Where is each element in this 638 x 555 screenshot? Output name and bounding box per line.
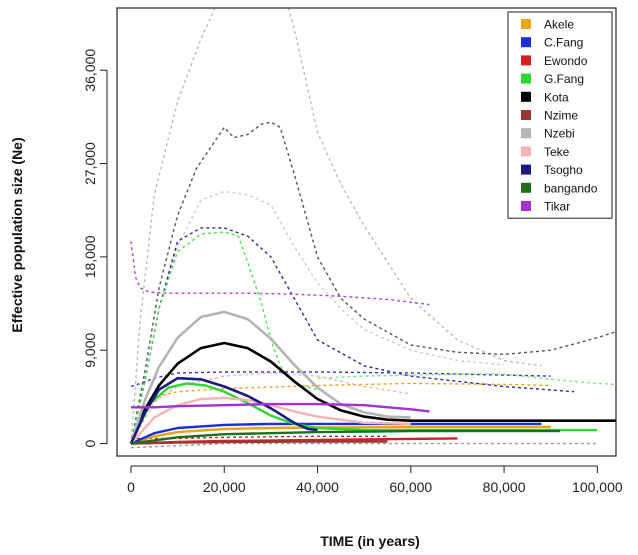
legend-label: Teke [544, 145, 570, 159]
series-line-tsogho [129, 376, 318, 445]
legend-swatch [521, 55, 531, 66]
series-line-kota [129, 341, 616, 445]
legend-swatch [521, 73, 531, 84]
confidence-bound-line-0 [130, 8, 542, 444]
legend-label: Tsogho [544, 163, 583, 177]
x-tick-label: 0 [127, 479, 135, 495]
y-axis: 0 9,000 18,000 27,000 36,000 [82, 49, 108, 447]
confidence-bound-line-9 [130, 372, 411, 444]
y-tick-label: 27,000 [82, 142, 98, 185]
confidence-bound-line-5 [130, 241, 430, 306]
confidence-bound-line-10 [130, 442, 598, 449]
legend-label: C.Fang [544, 36, 583, 50]
series-line-nzebi [129, 310, 411, 444]
series-line-akele [130, 425, 551, 445]
legend-swatch [521, 146, 531, 157]
x-tick-label: 40,000 [296, 479, 339, 495]
legend-label: Nzime [544, 109, 578, 123]
confidence-bound-line-1 [130, 121, 616, 444]
x-tick-label: 80,000 [483, 479, 526, 495]
series-line-g-fang [129, 382, 598, 445]
series-line-nzime [130, 440, 388, 445]
x-tick-label: 20,000 [203, 479, 246, 495]
y-tick-label: 18,000 [82, 235, 98, 278]
x-tick-label: 60,000 [389, 479, 432, 495]
legend-swatch [521, 110, 531, 120]
confidence-bound-line-6 [130, 371, 551, 388]
series-line-teke [130, 396, 411, 445]
confidence-bound-line-8 [317, 373, 616, 386]
legend: Akele C.Fang Ewondo G.Fang Kota Nzime Nzebi Tek… [507, 11, 613, 219]
x-axis: 0 20,000 40,000 60,000 80,000 100,000 [127, 465, 623, 495]
legend-label: Akele [544, 18, 574, 32]
y-tick-label: 36,000 [82, 49, 98, 92]
confidence-bound-line-3 [130, 227, 575, 444]
x-tick-label: 100,000 [572, 479, 623, 495]
legend-label: G.Fang [544, 72, 584, 86]
legend-swatch [521, 182, 531, 193]
legend-swatch [521, 37, 531, 48]
legend-label: bangando [544, 181, 598, 195]
x-axis-title: TIME (in years) [320, 533, 420, 549]
legend-label: Nzebi [544, 127, 575, 141]
legend-swatch [521, 164, 531, 175]
y-tick-label: 9,000 [82, 332, 98, 367]
legend-label: Ewondo [544, 54, 588, 68]
legend-swatch [521, 91, 531, 102]
y-tick-label: 0 [82, 439, 98, 447]
legend-label: Kota [544, 90, 569, 104]
confidence-bound-line-7 [130, 382, 551, 444]
y-axis-title: Effective population size (Ne) [9, 137, 25, 332]
legend-swatch [521, 19, 531, 29]
series-line-c-fang [130, 422, 542, 445]
legend-swatch [521, 201, 531, 211]
confidence-bound-line-4 [130, 231, 318, 444]
series-line-bangando [130, 429, 560, 445]
legend-swatch [521, 128, 531, 139]
legend-label: Tikar [544, 200, 570, 214]
series-line-tikar [131, 402, 430, 413]
series-layer [129, 310, 616, 445]
plot-frame [116, 7, 617, 457]
